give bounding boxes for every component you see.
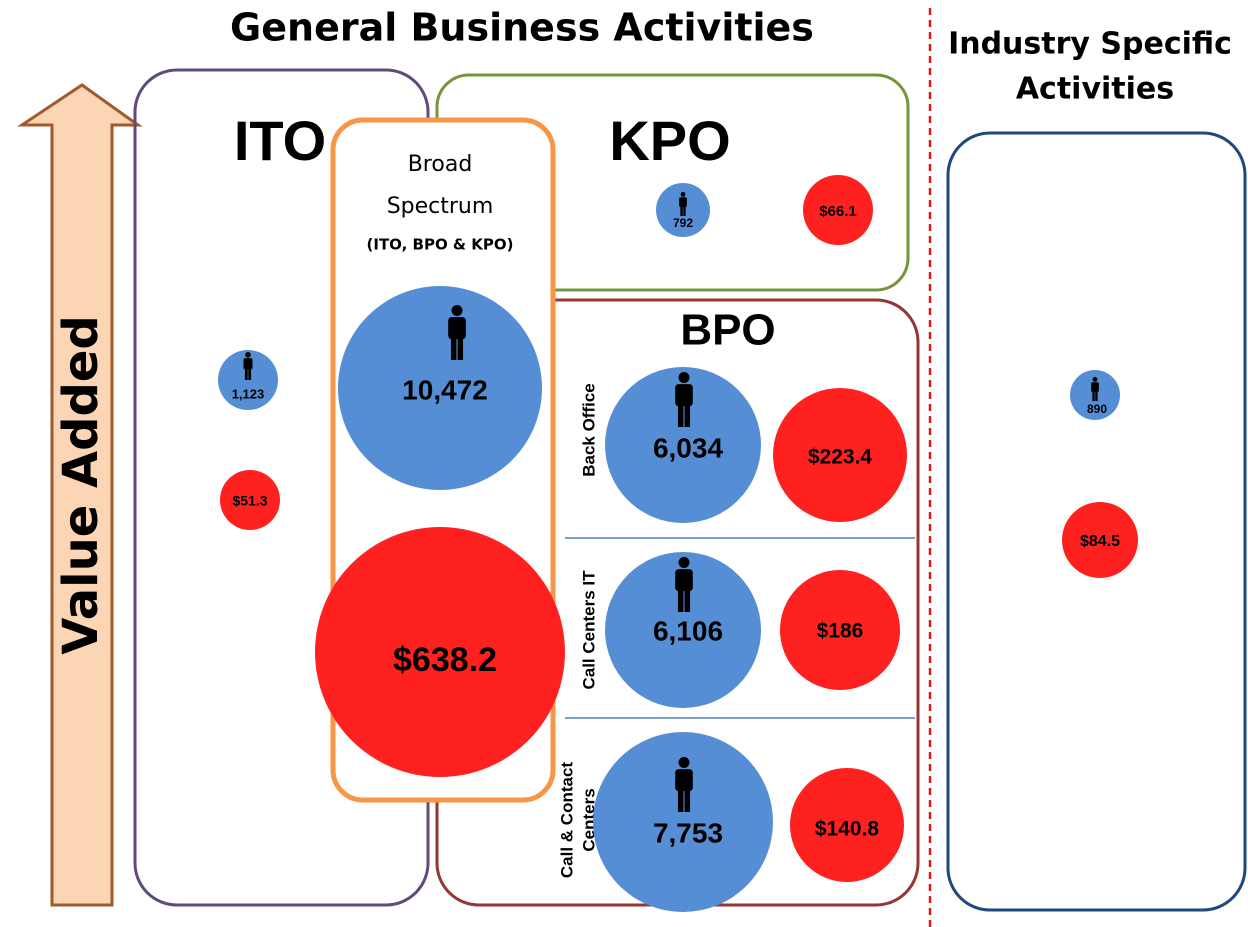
employee-bubble xyxy=(593,732,773,912)
broad-label: Broad xyxy=(408,152,473,177)
revenue: $51.3 xyxy=(232,493,267,509)
broad-label: (ITO, BPO & KPO) xyxy=(367,236,514,254)
row-label: Back Office xyxy=(579,383,598,477)
row-label: Call & Contact xyxy=(557,762,576,879)
revenue-bubble xyxy=(780,570,900,690)
revenue: $140.8 xyxy=(815,818,880,841)
employee-bubble xyxy=(338,286,542,490)
employee-bubble xyxy=(605,367,761,523)
revenue: $66.1 xyxy=(819,203,857,220)
broad-label: Spectrum xyxy=(387,194,494,219)
employees: 792 xyxy=(673,216,693,230)
arrow-label: Value Added xyxy=(53,315,109,655)
employees: 1,123 xyxy=(232,386,265,401)
revenue-bubble xyxy=(315,527,565,777)
employees: 10,472 xyxy=(402,374,488,405)
employee-bubble xyxy=(605,552,761,708)
title: General Business Activities xyxy=(230,6,814,50)
employees: 6,106 xyxy=(653,615,723,646)
revenue-bubble xyxy=(790,768,904,882)
industry-box xyxy=(946,131,1247,912)
revenue-bubble xyxy=(1062,502,1138,578)
bpo-label: BPO xyxy=(680,306,775,355)
revenue: $84.5 xyxy=(1080,533,1120,550)
ito-label: ITO xyxy=(234,109,326,172)
side-title: Industry Specific xyxy=(948,27,1232,62)
revenue-bubble xyxy=(220,470,280,530)
revenue: $223.4 xyxy=(808,446,873,469)
employee-bubble xyxy=(656,183,710,237)
employees: 6,034 xyxy=(653,432,723,463)
employees: 7,753 xyxy=(653,817,723,848)
side-title: Activities xyxy=(1016,72,1174,107)
revenue: $638.2 xyxy=(393,641,497,679)
revenue-bubble xyxy=(803,175,873,245)
row-label: Call Centers IT xyxy=(579,570,598,690)
kpo-label: KPO xyxy=(609,109,730,172)
employee-bubble xyxy=(218,350,278,410)
revenue-bubble xyxy=(773,388,907,522)
revenue: $186 xyxy=(817,620,864,643)
arrow xyxy=(17,83,143,907)
employees: 890 xyxy=(1087,402,1107,416)
employee-bubble xyxy=(1070,370,1120,420)
row-label: Centers xyxy=(579,788,598,851)
